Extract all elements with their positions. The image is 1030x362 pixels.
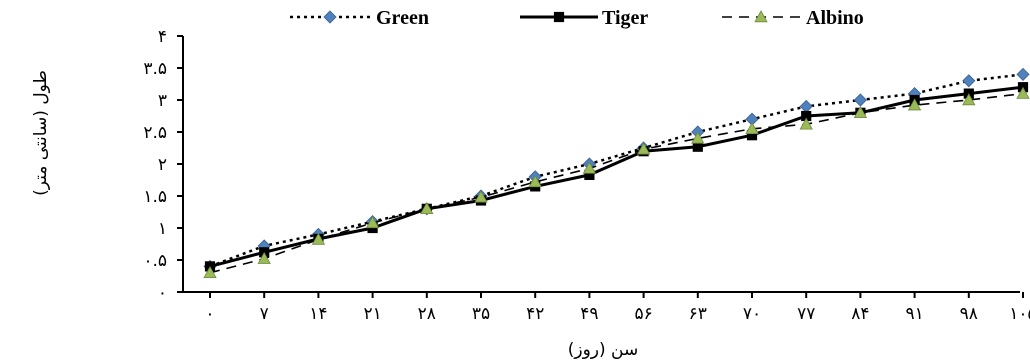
data-point-albino (907, 98, 922, 111)
data-point-albino (257, 251, 271, 264)
data-point-albino (1016, 86, 1030, 99)
x-tick-label: ۵۶ (634, 304, 652, 324)
y-tick-label: ۱ (158, 219, 167, 239)
x-tick-label: ۷۰ (743, 304, 761, 324)
y-tick-label: ۲.۵ (143, 123, 167, 143)
x-tick-label: ۱۰۵ (1009, 304, 1030, 324)
x-tick-label: ۹۱ (905, 304, 923, 324)
data-point-tiger (692, 141, 703, 152)
data-point-albino (799, 117, 813, 130)
data-point-tiger (801, 110, 812, 122)
data-point-tiger (746, 130, 758, 141)
legend-item-tiger: Tiger (520, 7, 648, 29)
data-point-tiger (584, 169, 595, 180)
data-point-albino (311, 232, 326, 245)
series-green (203, 67, 1030, 273)
x-tick-label: ۸۴ (851, 304, 869, 324)
legend-label-tiger: Tiger (602, 7, 648, 29)
x-tick-label: ۱۴ (309, 304, 327, 324)
data-point-albino (528, 175, 542, 188)
axes: ۰ ۰.۵ ۱ ۱.۵ ۲ ۲.۵ ۳ ۳.۵ ۴ ۰ ۷ ۱۴ ۲۱ ۲۸ ۳۵ ۴۲ ۴۹ ۵۶ ۶۳ ۷۰ ۷۷ ۸… (143, 27, 1030, 324)
series-layer (203, 67, 1030, 279)
x-tick-label: ۲۱ (363, 304, 381, 324)
x-tick-label: ۴۲ (526, 304, 544, 324)
x-tick-label: ۰ (205, 304, 214, 324)
series-albino (203, 86, 1030, 279)
legend-label-albino: Albino (806, 7, 864, 29)
x-tick-label: ۶۳ (689, 304, 707, 324)
y-tick-label: ۴ (158, 27, 167, 47)
x-tick-label: ۴۹ (580, 304, 598, 324)
legend-item-albino: Albino (722, 7, 864, 29)
series-line-tiger (209, 85, 1024, 268)
data-point-albino (853, 105, 868, 118)
y-tick-label: ۱.۵ (143, 187, 167, 207)
x-tick-label: ۲۸ (418, 304, 436, 324)
legend: Green Tiger Albino (290, 7, 864, 29)
y-tick-label: ۳.۵ (143, 59, 167, 79)
y-tick-label: ۲ (158, 155, 167, 175)
data-point-green (853, 93, 867, 107)
legend-label-green: Green (376, 7, 429, 29)
x-tick-label: ۹۸ (960, 304, 978, 324)
data-point-green (1016, 67, 1030, 81)
data-point-albino (582, 161, 597, 174)
data-point-albino (474, 190, 488, 203)
data-point-albino (365, 216, 380, 229)
data-point-albino (636, 142, 651, 155)
x-axis-title: سن (روز) (568, 340, 638, 360)
series-line-green (209, 73, 1024, 268)
x-tick-label: ۳۵ (472, 304, 490, 324)
data-point-albino (203, 265, 217, 279)
x-tick-label: ۷۷ (797, 304, 815, 324)
legend-marker-albino (754, 10, 768, 23)
y-tick-label: ۰ (158, 283, 167, 303)
data-point-albino (691, 131, 705, 144)
data-point-albino (962, 93, 976, 106)
data-point-albino (420, 201, 434, 215)
series-line-albino (209, 92, 1024, 274)
legend-marker-tiger (553, 11, 565, 23)
legend-marker-green (323, 10, 337, 24)
data-point-green (962, 74, 976, 88)
y-axis-title: طول (سانتی متر) (31, 70, 51, 196)
y-tick-label: ۳ (158, 91, 167, 111)
data-point-green (799, 99, 813, 113)
legend-item-green: Green (290, 7, 429, 29)
x-tick-label: ۷ (260, 304, 269, 324)
data-point-albino (745, 121, 759, 135)
series-tiger (204, 82, 1029, 272)
y-tick-label: ۰.۵ (143, 251, 167, 271)
